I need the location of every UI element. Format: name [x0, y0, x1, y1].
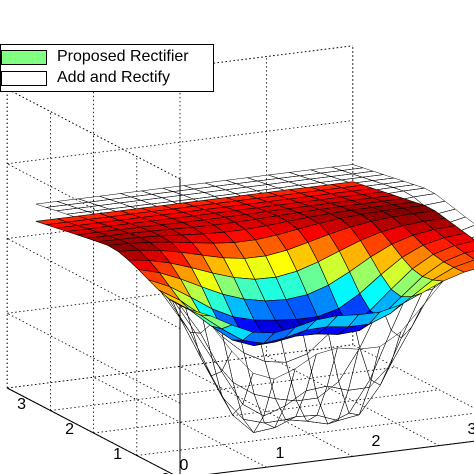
colored-surface — [35, 181, 474, 346]
legend-label-add-rectify: Add and Rectify — [57, 69, 170, 86]
wireframe-patch — [183, 192, 215, 200]
grid-line-floor-y — [208, 440, 474, 474]
wireframe-patch — [307, 333, 339, 399]
wireframe-patch — [211, 358, 244, 420]
wireframe-patch — [327, 412, 360, 425]
wireframe-patch — [221, 350, 254, 405]
y-tick-label: 0 — [161, 471, 170, 474]
tick-labels: 0 1 2 3 0 1 2 3 — [17, 396, 474, 474]
legend-entry-add-rectify: Add and Rectify — [1, 68, 213, 90]
legend-swatch-add-rectify — [1, 71, 47, 86]
wireframe-patch — [338, 347, 371, 414]
x-tick-label: 0 — [180, 457, 189, 474]
wireframe-patch — [274, 390, 307, 429]
y-tick-label: 3 — [17, 396, 26, 413]
y-axis-line — [6, 387, 174, 474]
wireframe-patch — [119, 200, 152, 207]
box-top-edge — [7, 88, 181, 180]
wireframe-patch — [162, 194, 194, 202]
wireframe-patch — [211, 371, 244, 416]
wireframe-patch — [284, 353, 317, 407]
wireframe-patch — [225, 186, 257, 194]
wireframe-patch — [402, 187, 436, 198]
y-tick-label: 2 — [65, 421, 74, 438]
wireframe-patch — [263, 416, 296, 428]
legend-label-proposed: Proposed Rectifier — [57, 48, 189, 65]
wireframe-patch — [242, 372, 275, 417]
surface-patch — [453, 259, 474, 273]
wireframe-patch — [296, 397, 329, 425]
legend: Proposed Rectifier Add and Rectify — [0, 44, 214, 92]
grid-line-floor-x — [266, 355, 440, 446]
x-tick-label: 3 — [468, 421, 474, 438]
wireframe-patch — [295, 385, 328, 417]
legend-swatch-proposed — [1, 50, 47, 65]
x-tick-label: 2 — [372, 433, 381, 450]
legend-entry-proposed: Proposed Rectifier — [1, 47, 213, 69]
surface-patch — [453, 240, 474, 254]
wireframe-patch — [98, 202, 131, 210]
wireframe-patch — [140, 197, 173, 205]
wireframe-patch — [274, 398, 308, 422]
wireframe-patch — [204, 189, 236, 197]
wireframe-patch — [369, 329, 402, 386]
wireframe-patch — [242, 418, 276, 433]
x-axis-line — [207, 440, 474, 474]
y-tick-label: 1 — [113, 446, 122, 463]
wireframe-patch — [369, 331, 402, 388]
wireframe-patch — [263, 368, 296, 417]
wireframe-patch — [326, 347, 359, 391]
grid-line-floor-x — [179, 366, 353, 457]
surface-patch — [464, 250, 474, 260]
wireframe-patch — [337, 386, 370, 421]
wireframe-patch — [348, 379, 381, 416]
grid-line-floor-x — [352, 344, 474, 409]
x-tick-label: 1 — [276, 445, 285, 462]
grid-line-left-h — [7, 312, 181, 404]
wireframe-patch — [232, 381, 265, 424]
